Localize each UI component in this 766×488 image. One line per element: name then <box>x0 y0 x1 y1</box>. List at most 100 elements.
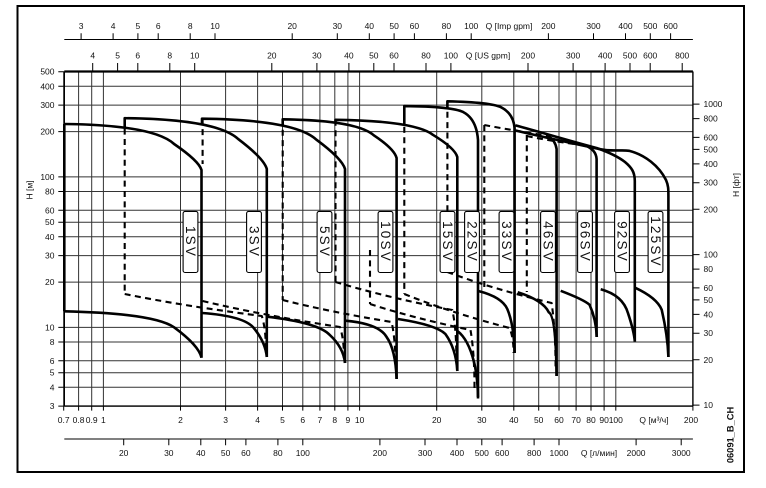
svg-text:100: 100 <box>464 21 478 31</box>
svg-text:400: 400 <box>598 51 612 61</box>
svg-text:3: 3 <box>50 401 55 411</box>
svg-text:400: 400 <box>450 448 464 458</box>
svg-text:70: 70 <box>571 415 581 425</box>
svg-text:40: 40 <box>365 21 375 31</box>
svg-text:20: 20 <box>267 51 277 61</box>
svg-text:60: 60 <box>410 21 420 31</box>
svg-text:100: 100 <box>609 415 623 425</box>
svg-text:4: 4 <box>50 382 55 392</box>
svg-text:8: 8 <box>332 415 337 425</box>
svg-text:600: 600 <box>495 448 509 458</box>
svg-text:3SV: 3SV <box>246 226 261 258</box>
svg-text:600: 600 <box>704 132 718 142</box>
svg-text:100: 100 <box>40 172 54 182</box>
svg-text:10: 10 <box>704 400 714 410</box>
svg-text:8: 8 <box>188 21 193 31</box>
svg-text:4: 4 <box>111 21 116 31</box>
svg-text:0.8: 0.8 <box>73 415 85 425</box>
svg-text:2: 2 <box>178 415 183 425</box>
svg-text:3000: 3000 <box>672 448 691 458</box>
svg-text:1000: 1000 <box>550 448 569 458</box>
svg-text:50: 50 <box>534 415 544 425</box>
svg-text:60: 60 <box>554 415 564 425</box>
svg-text:80: 80 <box>421 51 431 61</box>
svg-text:7: 7 <box>318 415 323 425</box>
svg-text:5: 5 <box>280 415 285 425</box>
svg-text:300: 300 <box>566 51 580 61</box>
svg-text:400: 400 <box>40 81 54 91</box>
svg-text:20: 20 <box>45 277 55 287</box>
svg-text:10SV: 10SV <box>378 221 393 263</box>
svg-text:200: 200 <box>704 204 718 214</box>
svg-text:1SV: 1SV <box>183 226 198 258</box>
svg-text:500: 500 <box>704 144 718 154</box>
svg-text:6: 6 <box>50 356 55 366</box>
svg-text:500: 500 <box>623 51 637 61</box>
svg-text:40: 40 <box>344 51 354 61</box>
svg-text:400: 400 <box>704 159 718 169</box>
svg-text:4: 4 <box>255 415 260 425</box>
svg-text:300: 300 <box>704 178 718 188</box>
svg-text:10: 10 <box>355 415 365 425</box>
svg-text:40: 40 <box>196 448 206 458</box>
svg-text:800: 800 <box>704 114 718 124</box>
svg-text:80: 80 <box>704 264 714 274</box>
svg-text:40: 40 <box>509 415 519 425</box>
svg-text:33SV: 33SV <box>499 221 514 263</box>
svg-text:15SV: 15SV <box>440 221 455 263</box>
svg-text:90: 90 <box>599 415 609 425</box>
svg-text:06091_B_CH: 06091_B_CH <box>726 407 736 464</box>
svg-text:800: 800 <box>527 448 541 458</box>
svg-text:5: 5 <box>50 368 55 378</box>
svg-text:8: 8 <box>167 51 172 61</box>
svg-text:200: 200 <box>521 51 535 61</box>
svg-text:80: 80 <box>442 21 452 31</box>
svg-text:30: 30 <box>164 448 174 458</box>
svg-text:500: 500 <box>475 448 489 458</box>
svg-text:40: 40 <box>704 309 714 319</box>
svg-text:10: 10 <box>190 51 200 61</box>
svg-text:60: 60 <box>389 51 399 61</box>
svg-text:10: 10 <box>210 21 220 31</box>
svg-text:0.7: 0.7 <box>58 415 70 425</box>
svg-text:400: 400 <box>618 21 632 31</box>
svg-text:3: 3 <box>223 415 228 425</box>
svg-text:80: 80 <box>273 448 283 458</box>
svg-text:200: 200 <box>40 127 54 137</box>
svg-text:80: 80 <box>586 415 596 425</box>
svg-text:50: 50 <box>45 217 55 227</box>
svg-text:50: 50 <box>369 51 379 61</box>
svg-text:300: 300 <box>418 448 432 458</box>
svg-text:8: 8 <box>50 337 55 347</box>
svg-text:3: 3 <box>79 21 84 31</box>
svg-text:4: 4 <box>90 51 95 61</box>
svg-text:100: 100 <box>704 250 718 260</box>
svg-text:500: 500 <box>643 21 657 31</box>
svg-text:60: 60 <box>45 205 55 215</box>
svg-text:Q [м³/ч]: Q [м³/ч] <box>639 415 668 425</box>
svg-text:50: 50 <box>221 448 231 458</box>
svg-text:200: 200 <box>684 415 698 425</box>
svg-text:100: 100 <box>444 51 458 61</box>
svg-text:Q [US gpm]: Q [US gpm] <box>466 51 510 61</box>
svg-text:1000: 1000 <box>704 99 723 109</box>
svg-text:92SV: 92SV <box>614 221 629 263</box>
svg-text:60: 60 <box>241 448 251 458</box>
svg-text:5: 5 <box>115 51 120 61</box>
svg-text:H [м]: H [м] <box>25 180 35 199</box>
svg-text:1: 1 <box>101 415 106 425</box>
svg-text:30: 30 <box>477 415 487 425</box>
svg-text:5SV: 5SV <box>317 226 332 258</box>
svg-text:H [фт]: H [фт] <box>731 173 741 197</box>
svg-text:30: 30 <box>704 328 714 338</box>
svg-text:30: 30 <box>45 251 55 261</box>
svg-text:50: 50 <box>389 21 399 31</box>
svg-text:20: 20 <box>704 355 714 365</box>
svg-text:2000: 2000 <box>627 448 646 458</box>
svg-text:60: 60 <box>704 283 714 293</box>
svg-text:125SV: 125SV <box>648 216 663 268</box>
svg-text:20: 20 <box>119 448 129 458</box>
svg-text:Q [л/мин]: Q [л/мин] <box>581 448 617 458</box>
svg-text:500: 500 <box>40 67 54 77</box>
svg-text:40: 40 <box>45 232 55 242</box>
